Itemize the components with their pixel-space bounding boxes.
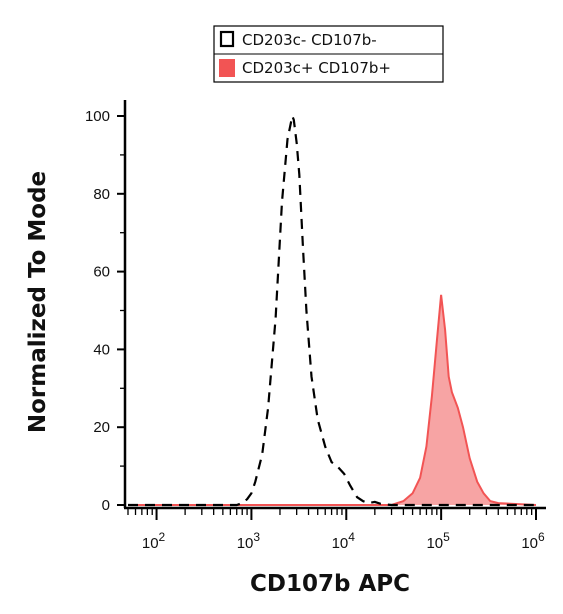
legend: CD203c- CD107b- CD203c+ CD107b+: [213, 25, 444, 83]
y-tick-label-0: 0: [102, 497, 110, 514]
y-tick-label-20: 20: [93, 419, 110, 436]
x-tick-label-2: 102: [142, 530, 166, 552]
y-tick-label-80: 80: [93, 186, 110, 203]
legend-label-negative: CD203c- CD107b-: [242, 31, 377, 49]
x-ticks: 102 103 104 105 106: [127, 508, 545, 552]
x-tick-label-5: 105: [426, 530, 450, 552]
axes: [123, 100, 546, 510]
series-positive-line: [128, 294, 537, 506]
x-tick-label-4: 104: [332, 530, 356, 552]
y-tick-label-100: 100: [85, 108, 110, 125]
x-tick-label-3: 103: [237, 530, 261, 552]
plot-series: [128, 112, 537, 507]
y-tick-label-60: 60: [93, 264, 110, 281]
legend-swatch-negative: [219, 30, 235, 48]
x-tick-label-6: 106: [521, 530, 545, 552]
legend-swatch-positive: [219, 59, 235, 77]
series-positive-area: [128, 294, 536, 505]
y-axis-title: Normalized To Mode: [25, 171, 51, 433]
legend-label-positive: CD203c+ CD107b+: [242, 59, 391, 77]
series-negative-line: [128, 112, 536, 507]
y-ticks: 0 20 40 60 80 100: [85, 108, 125, 514]
y-tick-label-40: 40: [93, 341, 110, 358]
x-axis-title: CD107b APC: [250, 571, 410, 597]
